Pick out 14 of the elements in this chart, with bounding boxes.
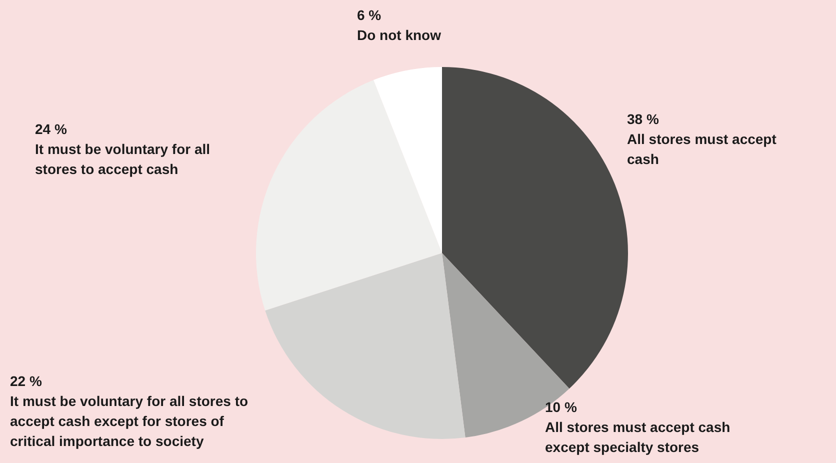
slice-label: All stores must accept cash bbox=[627, 131, 777, 167]
slice-label: It must be voluntary for all stores to accept cash except for stores of critical importance to society bbox=[10, 393, 248, 449]
slice-label: It must be voluntary for all stores to accept cash bbox=[35, 141, 210, 177]
data-label: 10 % bbox=[545, 399, 578, 415]
slice-label: Do not know bbox=[357, 27, 442, 43]
slice-label: All stores must accept cash except specialty stores bbox=[545, 419, 730, 455]
data-label: 38 % bbox=[627, 111, 660, 127]
data-label: 24 % bbox=[35, 121, 68, 137]
pie-slice bbox=[265, 253, 466, 439]
data-label: 6 % bbox=[357, 7, 382, 23]
pie-slice bbox=[374, 67, 442, 253]
data-label: 22 % bbox=[10, 373, 42, 389]
pie-slice bbox=[256, 80, 442, 310]
pie-slice bbox=[442, 67, 628, 389]
